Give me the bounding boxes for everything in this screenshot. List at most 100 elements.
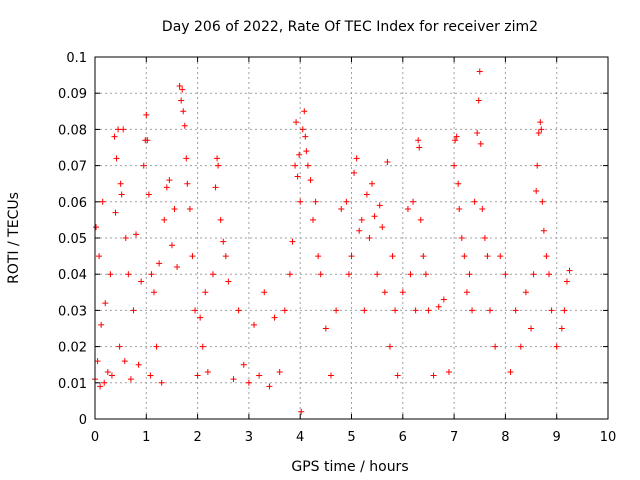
data-point bbox=[163, 184, 170, 191]
data-point bbox=[566, 267, 573, 274]
data-point bbox=[546, 271, 553, 278]
x-axis-label: GPS time / hours bbox=[291, 459, 408, 475]
data-point bbox=[293, 119, 300, 126]
data-point bbox=[348, 253, 355, 260]
data-point bbox=[202, 289, 209, 296]
data-points bbox=[92, 68, 573, 415]
data-point bbox=[97, 383, 104, 390]
y-tick-label: 0.1 bbox=[66, 51, 87, 66]
y-tick-label: 0 bbox=[79, 413, 87, 428]
data-point bbox=[98, 321, 105, 328]
data-point bbox=[147, 372, 154, 379]
data-point bbox=[281, 307, 288, 314]
data-point bbox=[112, 209, 119, 216]
data-point bbox=[561, 307, 568, 314]
data-point bbox=[301, 108, 308, 115]
data-point bbox=[127, 376, 134, 383]
data-point bbox=[296, 151, 303, 158]
data-point bbox=[384, 158, 391, 165]
data-point bbox=[230, 376, 237, 383]
data-point bbox=[299, 126, 306, 133]
data-point bbox=[540, 227, 547, 234]
data-point bbox=[492, 343, 499, 350]
data-point bbox=[179, 86, 186, 93]
data-point bbox=[212, 184, 219, 191]
data-point bbox=[386, 343, 393, 350]
data-point bbox=[425, 307, 432, 314]
x-tick-label: 0 bbox=[91, 430, 99, 445]
y-tick-label: 0.06 bbox=[58, 196, 87, 211]
data-point bbox=[435, 303, 442, 310]
data-point bbox=[178, 97, 185, 104]
data-point bbox=[361, 307, 368, 314]
data-point bbox=[475, 97, 482, 104]
data-point bbox=[111, 133, 118, 140]
data-point bbox=[535, 130, 542, 137]
data-point bbox=[286, 271, 293, 278]
data-point bbox=[245, 379, 252, 386]
data-point bbox=[297, 198, 304, 205]
data-point bbox=[181, 122, 188, 129]
data-point bbox=[507, 368, 514, 375]
data-point bbox=[477, 140, 484, 147]
data-point bbox=[101, 379, 108, 386]
data-point bbox=[144, 137, 151, 144]
x-tick-label: 1 bbox=[142, 430, 150, 445]
data-point bbox=[407, 271, 414, 278]
data-point bbox=[394, 372, 401, 379]
data-point bbox=[115, 126, 122, 133]
data-point bbox=[117, 180, 124, 187]
y-tick-label: 0.05 bbox=[58, 232, 87, 247]
data-point bbox=[471, 198, 478, 205]
data-point bbox=[256, 372, 263, 379]
data-point bbox=[463, 289, 470, 296]
data-point bbox=[366, 235, 373, 241]
data-point bbox=[479, 206, 486, 213]
data-point bbox=[289, 238, 296, 245]
data-point bbox=[240, 361, 247, 368]
data-point bbox=[502, 271, 509, 278]
data-point bbox=[104, 368, 111, 375]
data-point bbox=[538, 126, 545, 133]
data-point bbox=[474, 130, 481, 137]
data-point bbox=[225, 278, 232, 285]
data-point bbox=[183, 155, 190, 162]
data-point bbox=[312, 198, 319, 205]
data-point bbox=[530, 271, 537, 278]
x-tick-label: 8 bbox=[501, 430, 509, 445]
data-point bbox=[174, 263, 181, 270]
y-tick-label: 0.01 bbox=[58, 377, 87, 392]
data-point bbox=[171, 206, 178, 213]
data-point bbox=[512, 307, 519, 314]
data-point bbox=[161, 216, 168, 223]
data-point bbox=[158, 379, 165, 386]
data-point bbox=[422, 271, 429, 278]
data-point bbox=[537, 119, 544, 126]
data-point bbox=[317, 271, 324, 278]
data-point bbox=[130, 307, 137, 314]
data-point bbox=[292, 162, 299, 169]
data-point bbox=[451, 162, 458, 169]
data-point bbox=[222, 253, 229, 260]
data-point bbox=[96, 253, 103, 260]
data-point bbox=[199, 343, 206, 350]
data-point bbox=[166, 177, 173, 184]
data-point bbox=[553, 343, 560, 350]
data-point bbox=[271, 314, 278, 321]
data-point bbox=[353, 155, 360, 162]
data-point bbox=[327, 372, 334, 379]
y-tick-label: 0.09 bbox=[58, 87, 87, 102]
data-point bbox=[304, 162, 311, 169]
data-point bbox=[153, 343, 160, 350]
data-point bbox=[180, 108, 187, 115]
data-point bbox=[543, 253, 550, 260]
x-tick-label: 6 bbox=[399, 430, 407, 445]
data-point bbox=[420, 253, 427, 260]
x-tick-label: 7 bbox=[450, 430, 458, 445]
data-point bbox=[497, 253, 504, 260]
data-point bbox=[315, 253, 322, 260]
chart-title: Day 206 of 2022, Rate Of TEC Index for r… bbox=[162, 19, 538, 35]
data-point bbox=[118, 191, 125, 198]
data-point bbox=[487, 307, 494, 314]
